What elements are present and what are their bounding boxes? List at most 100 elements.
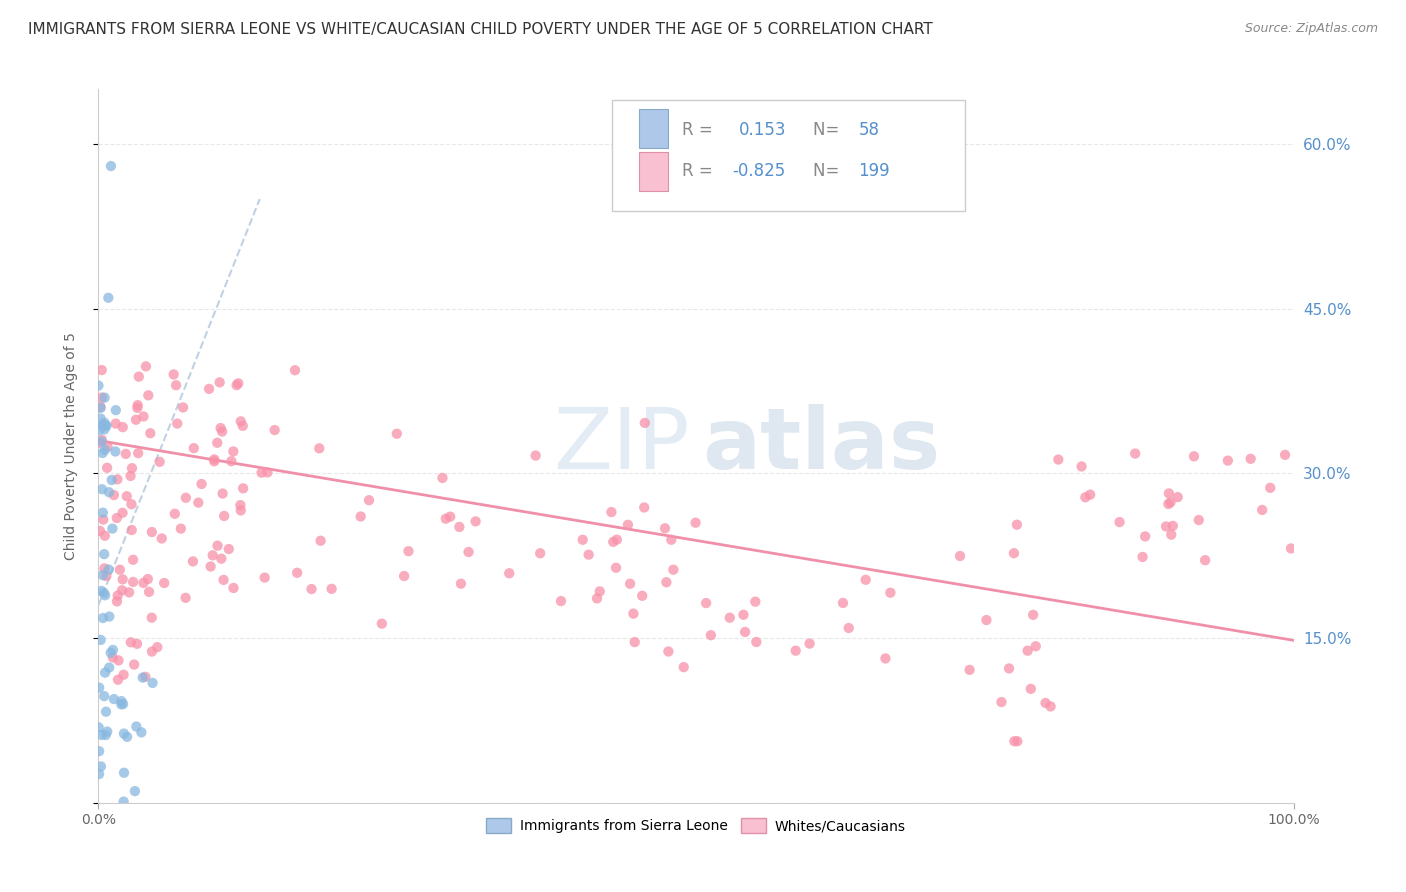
Point — [718, 610, 741, 624]
Point — [263, 423, 285, 437]
Point — [879, 585, 901, 599]
Point — [209, 551, 232, 566]
Point — [91, 418, 114, 433]
Point — [949, 549, 972, 563]
Point — [434, 511, 457, 525]
Point — [139, 426, 162, 441]
Point — [1160, 527, 1182, 541]
Point — [90, 363, 112, 377]
Point — [98, 485, 121, 500]
Point — [87, 767, 110, 781]
Point — [222, 444, 245, 458]
Point — [96, 724, 118, 739]
Point — [586, 591, 609, 606]
Point — [124, 784, 146, 798]
Text: atlas: atlas — [702, 404, 941, 488]
Point — [229, 503, 252, 517]
Text: R =: R = — [682, 121, 717, 139]
Point — [98, 609, 121, 624]
Point — [115, 730, 138, 744]
Point — [1157, 497, 1180, 511]
Point — [200, 559, 222, 574]
Point — [1017, 643, 1039, 657]
Point — [94, 728, 117, 742]
Point — [253, 571, 276, 585]
Point — [89, 524, 111, 538]
Point — [93, 391, 115, 405]
Point — [284, 363, 307, 377]
Point — [90, 391, 112, 405]
Point — [187, 495, 209, 509]
Point — [218, 541, 240, 556]
Point — [589, 584, 612, 599]
Point — [89, 400, 111, 414]
Point — [202, 452, 225, 467]
Point — [212, 573, 235, 587]
Point — [104, 444, 127, 458]
Point — [136, 572, 159, 586]
Point — [976, 613, 998, 627]
Point — [120, 469, 142, 483]
Point — [115, 489, 138, 503]
Point — [111, 420, 134, 434]
Point — [631, 589, 654, 603]
Point — [1194, 553, 1216, 567]
Point — [146, 640, 169, 654]
Point — [623, 635, 645, 649]
Point — [121, 497, 143, 511]
Point — [100, 159, 122, 173]
Point — [256, 466, 278, 480]
Point — [212, 508, 235, 523]
FancyBboxPatch shape — [613, 100, 965, 211]
Point — [700, 628, 723, 642]
Point — [875, 651, 897, 665]
Point — [550, 594, 572, 608]
Point — [350, 509, 373, 524]
Point — [104, 417, 127, 431]
Point — [799, 637, 821, 651]
Point — [91, 568, 114, 582]
Point — [959, 663, 981, 677]
Point — [1258, 481, 1281, 495]
Point — [432, 471, 454, 485]
Text: 58: 58 — [859, 121, 880, 139]
Point — [1039, 699, 1062, 714]
Point — [121, 523, 143, 537]
Point — [132, 409, 155, 424]
Point — [127, 398, 149, 412]
Point — [655, 575, 678, 590]
Point — [90, 411, 112, 425]
Point — [602, 534, 624, 549]
Point — [1007, 734, 1029, 748]
Point — [111, 573, 134, 587]
Point — [90, 583, 112, 598]
Point — [91, 482, 114, 496]
Point — [125, 719, 148, 733]
Point — [138, 585, 160, 599]
Point — [209, 421, 232, 435]
Point — [464, 514, 486, 528]
Point — [101, 522, 124, 536]
Point — [122, 574, 145, 589]
Point — [112, 795, 135, 809]
Point — [309, 533, 332, 548]
Y-axis label: Child Poverty Under the Age of 5: Child Poverty Under the Age of 5 — [63, 332, 77, 560]
Point — [89, 435, 111, 450]
Point — [132, 575, 155, 590]
Point — [118, 585, 141, 599]
Point — [87, 378, 110, 392]
Point — [111, 506, 134, 520]
Point — [633, 500, 655, 515]
Point — [990, 695, 1012, 709]
Point — [201, 549, 224, 563]
Point — [103, 488, 125, 502]
Point — [153, 576, 176, 591]
Point — [229, 414, 252, 428]
Text: 0.153: 0.153 — [740, 121, 786, 139]
Point — [125, 637, 148, 651]
Point — [229, 498, 252, 512]
Point — [125, 413, 148, 427]
Point — [1002, 546, 1025, 560]
Point — [659, 533, 682, 547]
Point — [654, 521, 676, 535]
